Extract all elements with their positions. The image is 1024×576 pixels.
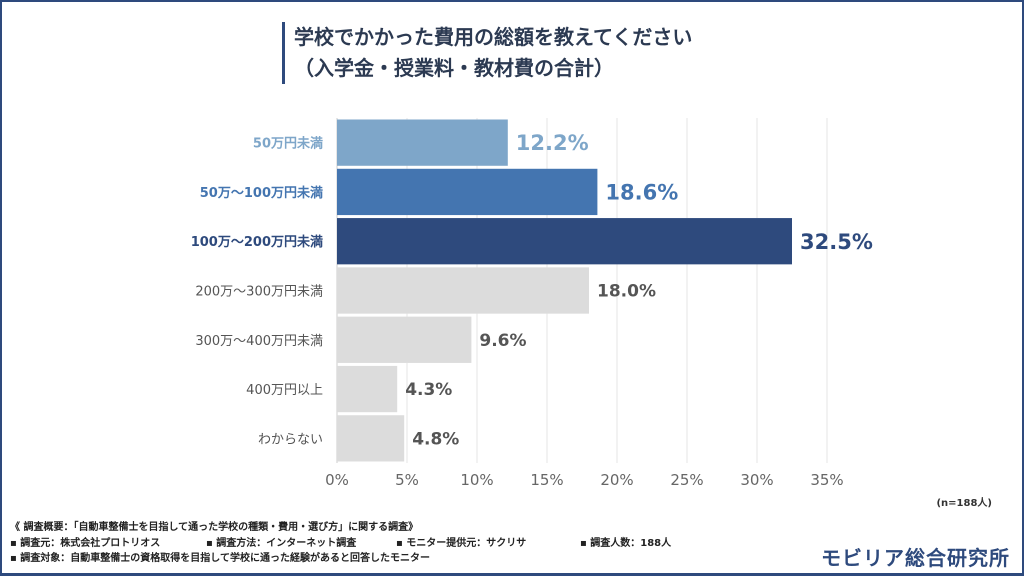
x-tick-label: 10% (460, 471, 493, 489)
title-accent-bar (282, 22, 285, 84)
company-logo: モビリア総合研究所 (821, 546, 1010, 570)
x-tick-label: 0% (325, 471, 349, 489)
data-label: 18.6% (605, 180, 678, 204)
category-label: 50万円未満 (253, 136, 323, 152)
x-tick-label: 30% (740, 471, 773, 489)
title-line-2: （入学金・授業料・教材費の合計） (294, 56, 614, 80)
survey-footer: 《 調査概要：「自動車整備士を目指して通った学校の種類・費用・選び方」に関する調… (10, 520, 671, 567)
bar (337, 168, 598, 216)
survey-target: ▪ 調査対象：自動車整備士の資格取得を目指して学校に通った経験があると回答したモ… (10, 553, 430, 564)
category-label: 300万～400万円未満 (195, 334, 323, 349)
category-label: 100万～200万円未満 (191, 234, 323, 250)
x-tick-label: 5% (395, 471, 419, 489)
data-label: 12.2% (516, 131, 589, 155)
x-tick-label: 20% (600, 471, 633, 489)
survey-count: ▪ 調査人数：188人 (580, 537, 672, 549)
data-label: 18.0% (597, 282, 656, 302)
bar (337, 218, 792, 265)
chart-title: 学校でかかった費用の総額を教えてください （入学金・授業料・教材費の合計） (294, 22, 692, 84)
bar (337, 267, 589, 314)
sample-size-note: (n=188人) (936, 498, 992, 509)
survey-details-row: ▪ 調査元：株式会社プロトリオス ▪ 調査方法：インターネット調査 ▪ モニター提供… (10, 536, 671, 552)
category-label: 200万～300万円未満 (195, 285, 323, 300)
category-label: 400万円以上 (246, 383, 323, 398)
data-label: 4.8% (412, 429, 459, 449)
survey-source: ▪ 調査元：株式会社プロトリオス (10, 537, 161, 549)
survey-provider: ▪ モニター提供元：サクリサ (396, 537, 527, 549)
x-tick-label: 15% (530, 471, 563, 489)
survey-summary: 《 調査概要：「自動車整備士を目指して通った学校の種類・費用・選び方」に関する調… (10, 522, 419, 533)
bar (337, 365, 398, 413)
data-label: 4.3% (405, 380, 452, 400)
bar (337, 316, 472, 363)
data-label: 9.6% (479, 331, 526, 351)
category-label: わからない (258, 432, 323, 447)
category-label: 50万～100万円未満 (200, 185, 323, 201)
title-line-1: 学校でかかった費用の総額を教えてください (294, 25, 693, 49)
survey-method: ▪ 調査方法：インターネット調査 (206, 537, 357, 549)
bar (337, 415, 405, 462)
bar (337, 119, 508, 166)
data-label: 32.5% (800, 230, 873, 254)
x-tick-label: 25% (670, 471, 703, 489)
x-tick-label: 35% (810, 471, 843, 489)
